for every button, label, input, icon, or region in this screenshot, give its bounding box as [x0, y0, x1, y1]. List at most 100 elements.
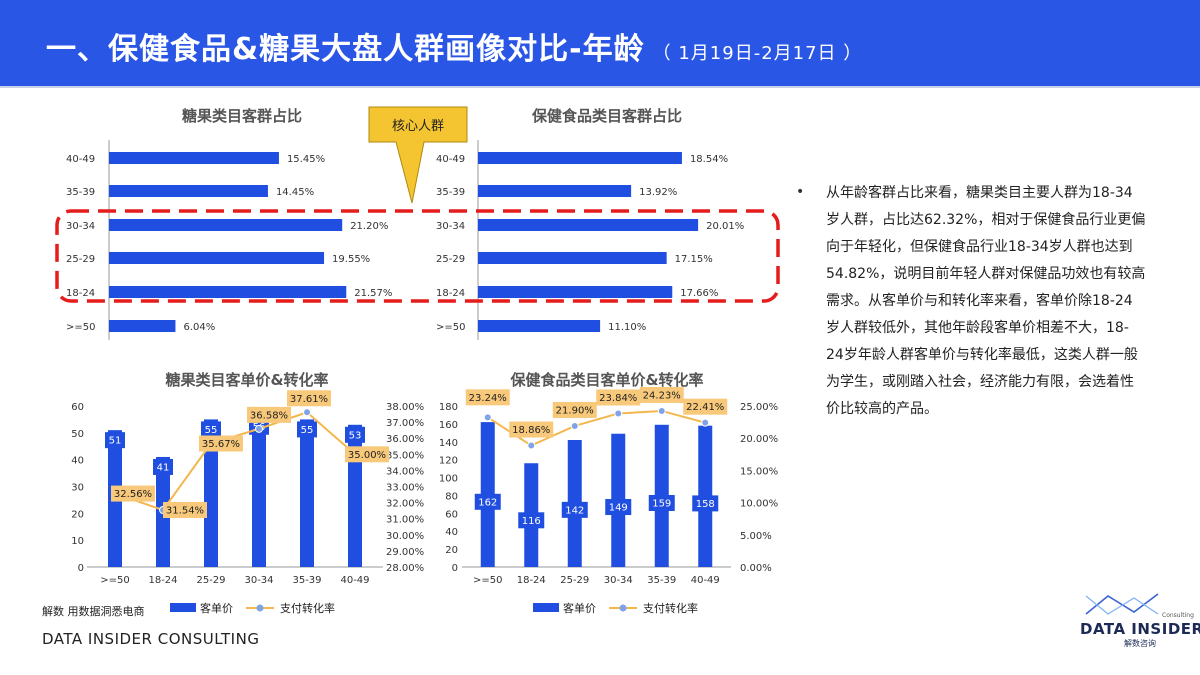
health-combo-line-point	[527, 441, 536, 450]
candy-combo-right-tick: 38.00%	[386, 402, 424, 413]
health-share-tick-label: 25-29	[436, 254, 465, 265]
company-name: DATA INSIDER CONSULTING	[42, 630, 260, 648]
page-title: 一、保健食品&糖果大盘人群画像对比-年龄（ 1月19日-2月17日 ）	[46, 32, 863, 67]
core-group-highlight	[55, 209, 780, 303]
health-combo-line-label: 23.84%	[599, 393, 637, 404]
health-combo-x-tick: 35-39	[647, 575, 676, 586]
health-combo-bar-label-bg	[474, 493, 501, 510]
health-share-data-label: 20.01%	[706, 221, 744, 232]
candy-combo-line-point	[255, 424, 263, 433]
candy-combo-left-tick: 20	[71, 509, 84, 520]
health-combo-x-tick: >=50	[473, 575, 502, 586]
candy-share-data-label: 15.45%	[287, 154, 325, 165]
brand-logo: Consulting DATA INSIDER 解数咨询	[1070, 590, 1200, 660]
health-share-tick-label: >=50	[436, 322, 465, 333]
candy-share-tick-label: >=50	[66, 322, 95, 333]
header-divider	[0, 86, 1200, 88]
health-share-bar	[478, 185, 632, 197]
health-combo-bar-label-bg	[692, 495, 719, 512]
candy-combo-line-label-bg	[287, 390, 331, 407]
health-combo-left-tick: 0	[452, 563, 458, 574]
health-share-data-label: 13.92%	[639, 187, 677, 198]
health-combo-line-label: 23.24%	[469, 393, 507, 404]
health-combo-bar-label: 142	[565, 505, 584, 516]
candy-combo-line-label: 37.61%	[290, 394, 328, 405]
candy-share-title: 糖果类目客群占比	[182, 107, 302, 125]
bullet-marker: •	[796, 184, 805, 200]
health-combo-legend-line-marker	[619, 604, 627, 612]
candy-share-data-label: 19.55%	[332, 254, 370, 265]
health-combo-right-tick: 10.00%	[740, 499, 778, 510]
health-combo-legend-bar-label: 客单价	[563, 601, 596, 615]
logo-cn-text: 解数咨询	[1124, 639, 1156, 648]
header-bar: 一、保健食品&糖果大盘人群画像对比-年龄（ 1月19日-2月17日 ）	[0, 0, 1200, 86]
candy-share-tick-label: 30-34	[66, 221, 95, 232]
health-combo-line-point	[614, 409, 623, 418]
candy-combo-bar-label-bg	[345, 426, 365, 443]
candy-combo-right-tick: 35.00%	[386, 450, 424, 461]
candy-combo-line-label-bg	[247, 406, 291, 423]
health-combo-left-tick: 60	[445, 509, 458, 520]
health-share-data-label: 17.15%	[675, 254, 713, 265]
candy-combo-right-tick: 34.00%	[386, 466, 424, 477]
candy-combo-line-point	[303, 408, 311, 417]
health-combo-right-tick: 5.00%	[740, 531, 772, 542]
candy-combo-bar	[348, 424, 362, 567]
candy-share-bar	[109, 219, 343, 231]
candy-share-bar	[109, 152, 279, 164]
candy-combo-line-label-bg	[111, 485, 155, 502]
candy-combo-line-label: 32.56%	[114, 489, 152, 500]
health-share-bar	[478, 252, 667, 264]
health-share-tick-label: 18-24	[436, 288, 465, 299]
health-share-title: 保健食品类目客群占比	[531, 107, 682, 125]
health-share-tick-label: 35-39	[436, 187, 465, 198]
health-share-bar	[478, 152, 682, 164]
page-subtitle: （ 1月19日-2月17日 ）	[652, 43, 863, 64]
candy-combo-right-tick: 31.00%	[386, 515, 424, 526]
candy-combo-x-tick: 35-39	[292, 575, 321, 586]
candy-combo-legend-bar-label: 客单价	[200, 601, 233, 615]
candy-share-data-label: 21.20%	[350, 221, 388, 232]
health-share-data-label: 17.66%	[680, 288, 718, 299]
candy-combo-left-tick: 60	[71, 402, 84, 413]
candy-combo-x-tick: 18-24	[148, 575, 177, 586]
candy-combo-bar-label-bg	[297, 421, 317, 438]
health-combo-bar-label-bg	[648, 495, 675, 512]
candy-combo-left-tick: 50	[71, 429, 84, 440]
health-combo-left-tick: 80	[445, 491, 458, 502]
candy-combo-bar	[204, 419, 218, 567]
candy-share-tick-label: 25-29	[66, 254, 95, 265]
logo-mark-icon	[1085, 593, 1159, 615]
health-combo-line-label-bg	[683, 398, 728, 415]
candy-combo-right-tick: 30.00%	[386, 531, 424, 542]
callout-label: 核心人群	[392, 119, 444, 134]
health-combo-left-tick: 160	[439, 420, 458, 431]
health-share-tick-label: 30-34	[436, 221, 465, 232]
health-combo-line-label-bg	[465, 389, 510, 406]
health-combo-left-tick: 180	[439, 402, 458, 413]
candy-combo-right-tick: 36.00%	[386, 434, 424, 445]
health-combo-right-tick: 0.00%	[740, 563, 772, 574]
candy-combo-bar-label-bg	[201, 421, 221, 438]
candy-share-bar	[109, 286, 347, 298]
health-combo-title: 保健食品类目客单价&转化率	[509, 371, 703, 389]
candy-combo-right-tick: 37.00%	[386, 418, 424, 429]
candy-combo-legend-line-marker	[256, 604, 264, 612]
candy-combo-legend-bar-swatch	[170, 603, 196, 612]
health-combo-right-tick: 20.00%	[740, 434, 778, 445]
candy-combo-line-label: 35.00%	[348, 450, 386, 461]
candy-combo-line-label-bg	[163, 502, 207, 519]
health-combo-right-tick: 15.00%	[740, 466, 778, 477]
logo-small-text: Consulting	[1162, 612, 1194, 619]
health-share-bar	[478, 219, 699, 231]
candy-combo-left-tick: 0	[78, 563, 84, 574]
candy-combo-bar-label: 55	[205, 425, 218, 436]
candy-combo-line-label: 31.54%	[166, 506, 204, 517]
health-combo-bar-label: 159	[652, 499, 671, 510]
health-share-bar	[478, 286, 673, 298]
candy-combo-line-label-bg	[345, 446, 389, 463]
candy-combo-bar-label-bg	[105, 432, 125, 449]
health-combo-bar-label: 116	[522, 516, 541, 527]
candy-combo-x-tick: >=50	[100, 575, 129, 586]
candy-combo-x-tick: 40-49	[340, 575, 369, 586]
